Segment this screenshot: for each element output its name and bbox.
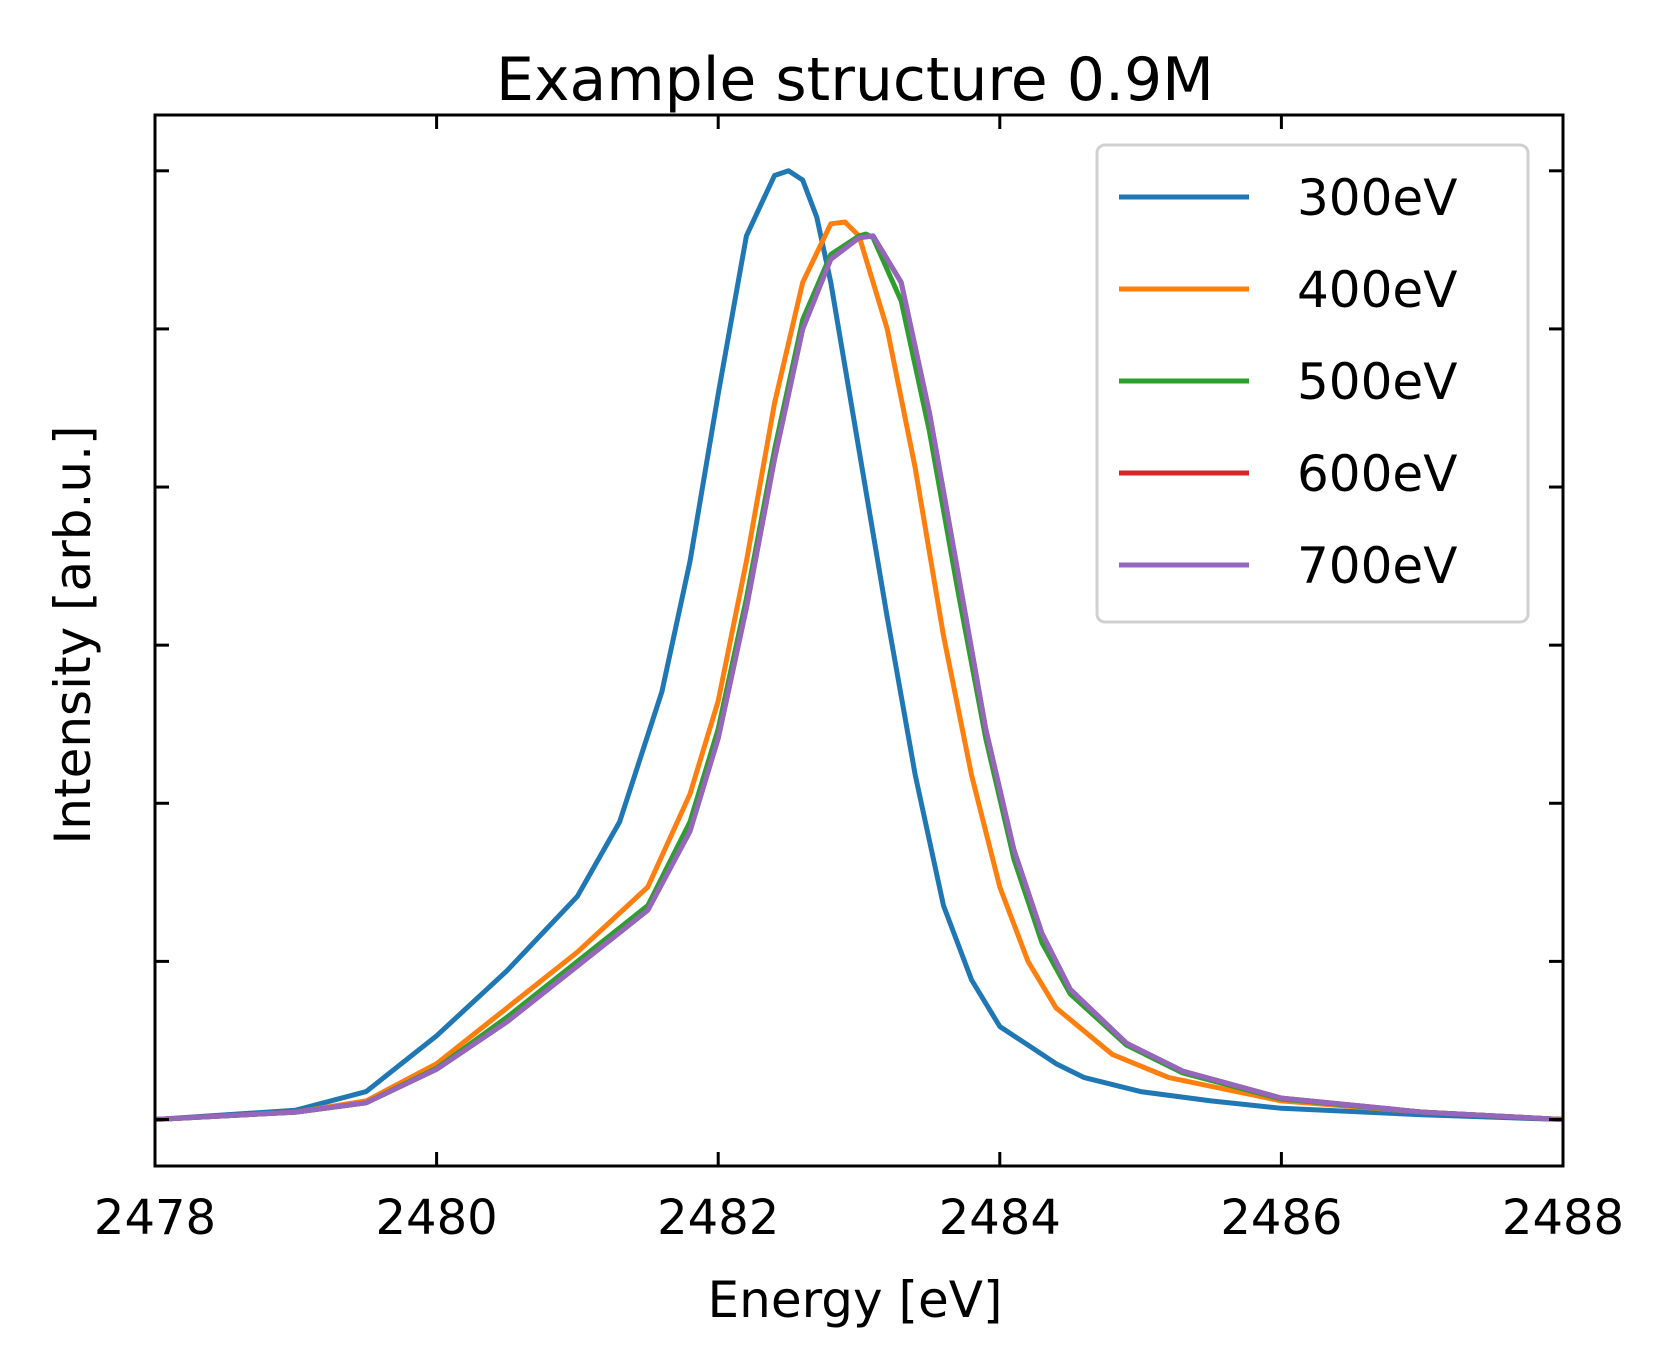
plot-frame: [153, 113, 1565, 1168]
legend-label-600eV: 600eV: [1297, 445, 1457, 503]
x-tick-label-2484: 2484: [939, 1190, 1061, 1246]
series-line-400eV: [155, 219, 1563, 1122]
legend-label-700eV: 700eV: [1297, 537, 1457, 595]
x-tick-label-2488: 2488: [1502, 1190, 1624, 1246]
legend: 300eV 400eV 500eV 600eV 700eV: [1095, 143, 1530, 624]
series-line-700eV: [155, 233, 1563, 1122]
plot-area: [153, 113, 1565, 1168]
legend-label-400eV: 400eV: [1297, 261, 1457, 319]
x-axis-title: Energy [eV]: [708, 1271, 1003, 1329]
x-tick-label-2486: 2486: [1220, 1190, 1342, 1246]
x-tick-label-2478: 2478: [94, 1190, 216, 1246]
chart-title: Example structure 0.9M: [496, 45, 1214, 115]
x-tick-label-2482: 2482: [657, 1190, 779, 1246]
x-tick-label-2480: 2480: [376, 1190, 498, 1246]
y-axis-title: Intensity [arb.u.]: [44, 426, 102, 845]
axis-ticks: 2478 2480 2482 2484 2486 2488: [94, 115, 1624, 1246]
legend-box: [1095, 143, 1530, 624]
series-line-300eV: [155, 168, 1563, 1122]
legend-label-300eV: 300eV: [1297, 169, 1457, 227]
legend-label-500eV: 500eV: [1297, 353, 1457, 411]
